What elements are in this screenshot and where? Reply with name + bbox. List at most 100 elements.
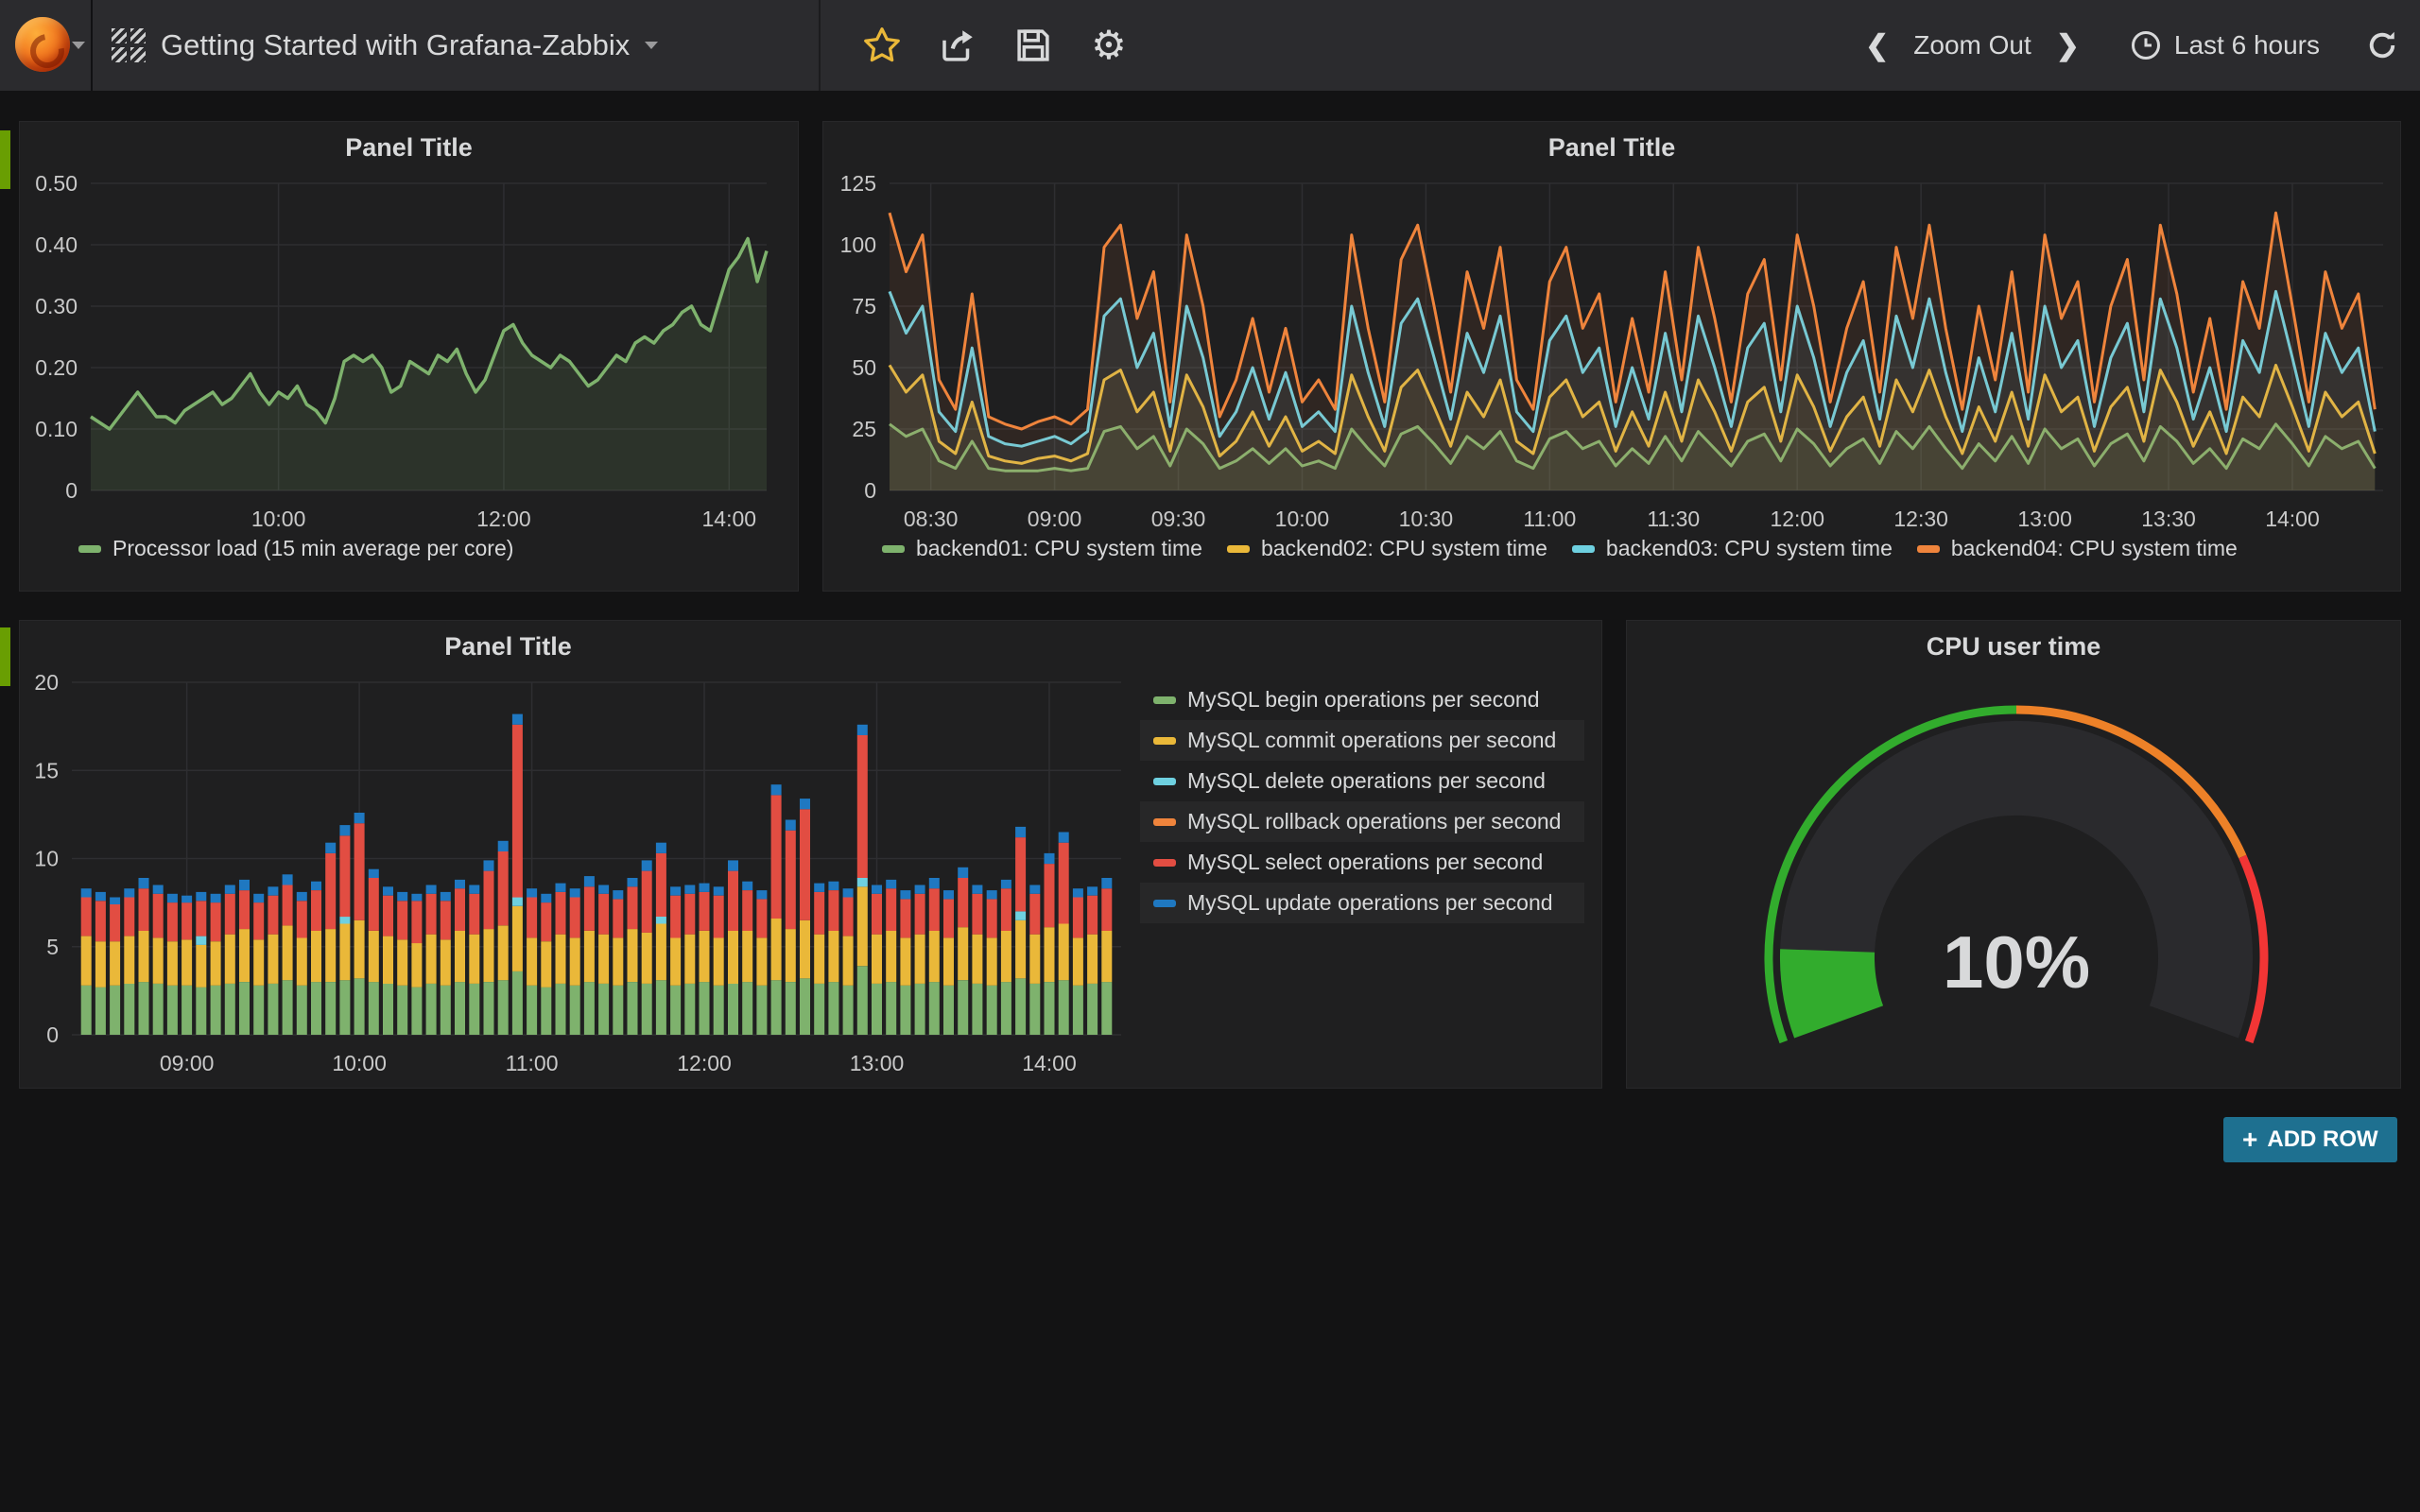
panel-title[interactable]: CPU user time: [1926, 632, 2101, 661]
legend-swatch: [1226, 544, 1250, 553]
chart-legend: MySQL begin operations per second MySQL c…: [1140, 679, 1584, 923]
legend-item[interactable]: MySQL begin operations per second: [1140, 679, 1584, 720]
settings-button[interactable]: ⚙: [1087, 24, 1131, 67]
panel-title[interactable]: Panel Title: [444, 632, 572, 661]
svg-text:20: 20: [34, 670, 59, 695]
svg-text:0.10: 0.10: [35, 417, 78, 441]
legend-item[interactable]: MySQL delete operations per second: [1140, 761, 1584, 801]
chevron-down-icon: [72, 42, 85, 49]
legend-item[interactable]: backend04: CPU system time: [1916, 536, 2238, 561]
legend-swatch: [1153, 696, 1176, 704]
svg-text:10:30: 10:30: [1399, 507, 1454, 531]
svg-text:14:00: 14:00: [2265, 507, 2320, 531]
save-icon: [1017, 29, 1049, 61]
chevron-right-icon[interactable]: ❯: [2055, 29, 2080, 61]
share-icon: [942, 30, 973, 61]
svg-text:09:00: 09:00: [1028, 507, 1082, 531]
legend-item[interactable]: Processor load (15 min average per core): [78, 536, 513, 561]
row-menu-handle[interactable]: [0, 130, 10, 189]
svg-text:125: 125: [840, 171, 876, 196]
svg-text:0.40: 0.40: [35, 232, 78, 257]
cpu-system-time-chart[interactable]: 0 25 50 75 100 125 08:30 09:00 09:30 10:00 10:30 11…: [823, 122, 2402, 593]
legend-label: backend03: CPU system time: [1605, 536, 1893, 560]
legend-item[interactable]: MySQL rollback operations per second: [1140, 801, 1584, 842]
panel-cpu-system-time: Panel Title 0 25 50 75 100 125 08:30 09:00 09:30…: [822, 121, 2401, 592]
svg-text:13:30: 13:30: [2141, 507, 2196, 531]
zoom-out-button[interactable]: Zoom Out: [1913, 30, 2031, 60]
svg-text:0.20: 0.20: [35, 355, 78, 380]
svg-text:15: 15: [34, 758, 59, 782]
cpu-user-time-gauge[interactable]: 10%: [1627, 621, 2402, 1090]
legend-label: MySQL begin operations per second: [1187, 687, 1540, 712]
legend-item[interactable]: backend01: CPU system time: [882, 536, 1202, 561]
svg-text:12:00: 12:00: [1770, 507, 1824, 531]
time-range-label: Last 6 hours: [2173, 30, 2320, 60]
grafana-menu-button[interactable]: [0, 0, 91, 91]
row-menu-handle[interactable]: [0, 627, 10, 686]
panel-mysql-operations: Panel Title 0 5 10 15 20 09:00 10:00 11:00 12:00…: [19, 620, 1602, 1089]
chevron-down-icon: [645, 42, 659, 49]
refresh-icon: [2369, 31, 2395, 59]
navbar-divider: [91, 0, 93, 91]
legend-swatch: [78, 544, 101, 553]
svg-text:0.50: 0.50: [35, 171, 78, 196]
svg-text:12:30: 12:30: [1893, 507, 1948, 531]
legend-swatch: [1916, 544, 1940, 553]
save-button[interactable]: [1011, 24, 1055, 67]
legend-swatch: [1153, 858, 1176, 867]
svg-text:14:00: 14:00: [701, 507, 756, 531]
svg-text:0: 0: [65, 478, 78, 503]
time-range-button[interactable]: Last 6 hours: [2129, 28, 2320, 62]
svg-text:13:00: 13:00: [850, 1051, 905, 1075]
svg-text:0: 0: [864, 478, 876, 503]
legend-swatch: [1153, 817, 1176, 826]
svg-text:25: 25: [852, 417, 876, 441]
dashboard-grid-icon: [112, 28, 146, 62]
legend-swatch: [1153, 736, 1176, 745]
legend-swatch: [1571, 544, 1595, 553]
legend-swatch: [1153, 899, 1176, 907]
legend-item[interactable]: backend03: CPU system time: [1571, 536, 1893, 561]
star-button[interactable]: [860, 24, 904, 67]
svg-text:50: 50: [852, 355, 876, 380]
svg-text:10%: 10%: [1943, 920, 2090, 1004]
svg-text:12:00: 12:00: [677, 1051, 732, 1075]
legend-label: backend02: CPU system time: [1260, 536, 1547, 560]
svg-text:11:30: 11:30: [1647, 507, 1700, 531]
svg-text:11:00: 11:00: [506, 1051, 559, 1075]
svg-text:14:00: 14:00: [1022, 1051, 1077, 1075]
legend-item[interactable]: MySQL select operations per second: [1140, 842, 1584, 883]
legend-label: backend04: CPU system time: [1950, 536, 2238, 560]
legend-item[interactable]: MySQL commit operations per second: [1140, 720, 1584, 761]
panel-processor-load: Panel Title 0 0.10 0.20 0.30 0.40 0.50 10:00 12…: [19, 121, 799, 592]
svg-text:10:00: 10:00: [332, 1051, 387, 1075]
legend-item[interactable]: backend02: CPU system time: [1226, 536, 1547, 561]
refresh-button[interactable]: [2365, 28, 2399, 62]
legend-label: backend01: CPU system time: [916, 536, 1202, 560]
processor-load-chart[interactable]: 0 0.10 0.20 0.30 0.40 0.50 10:00 12:00 14:00: [20, 122, 800, 593]
dashboard-title-button[interactable]: Getting Started with Grafana-Zabbix: [161, 0, 659, 91]
navbar-divider: [819, 0, 821, 91]
legend-item[interactable]: MySQL update operations per second: [1140, 883, 1584, 923]
chevron-left-icon[interactable]: ❮: [1865, 29, 1890, 61]
legend-swatch: [882, 544, 905, 553]
chart-legend: Processor load (15 min average per core): [78, 536, 513, 561]
panel-title[interactable]: Panel Title: [345, 133, 473, 162]
panel-title[interactable]: Panel Title: [1547, 133, 1676, 162]
time-controls: ❮ Zoom Out ❯ Last 6 hours: [1859, 0, 2399, 91]
navbar: Getting Started with Grafana-Zabbix: [0, 0, 2420, 91]
add-row-button[interactable]: + ADD ROW: [2223, 1117, 2397, 1162]
legend-label: MySQL rollback operations per second: [1187, 809, 1562, 833]
legend-label: Processor load (15 min average per core): [112, 536, 514, 560]
svg-text:08:30: 08:30: [904, 507, 959, 531]
dashboard-title: Getting Started with Grafana-Zabbix: [161, 28, 631, 61]
svg-text:10:00: 10:00: [1275, 507, 1330, 531]
share-button[interactable]: [936, 24, 979, 67]
dashboard-actions: ⚙: [838, 0, 1131, 91]
add-row-label: ADD ROW: [2267, 1126, 2378, 1152]
svg-text:10: 10: [34, 847, 59, 871]
plus-icon: +: [2242, 1125, 2258, 1154]
mysql-operations-chart[interactable]: 0 5 10 15 20 09:00 10:00 11:00 12:00 13:00 14:00: [20, 621, 1603, 1090]
svg-text:10:00: 10:00: [251, 507, 306, 531]
clock-icon: [2131, 31, 2160, 60]
